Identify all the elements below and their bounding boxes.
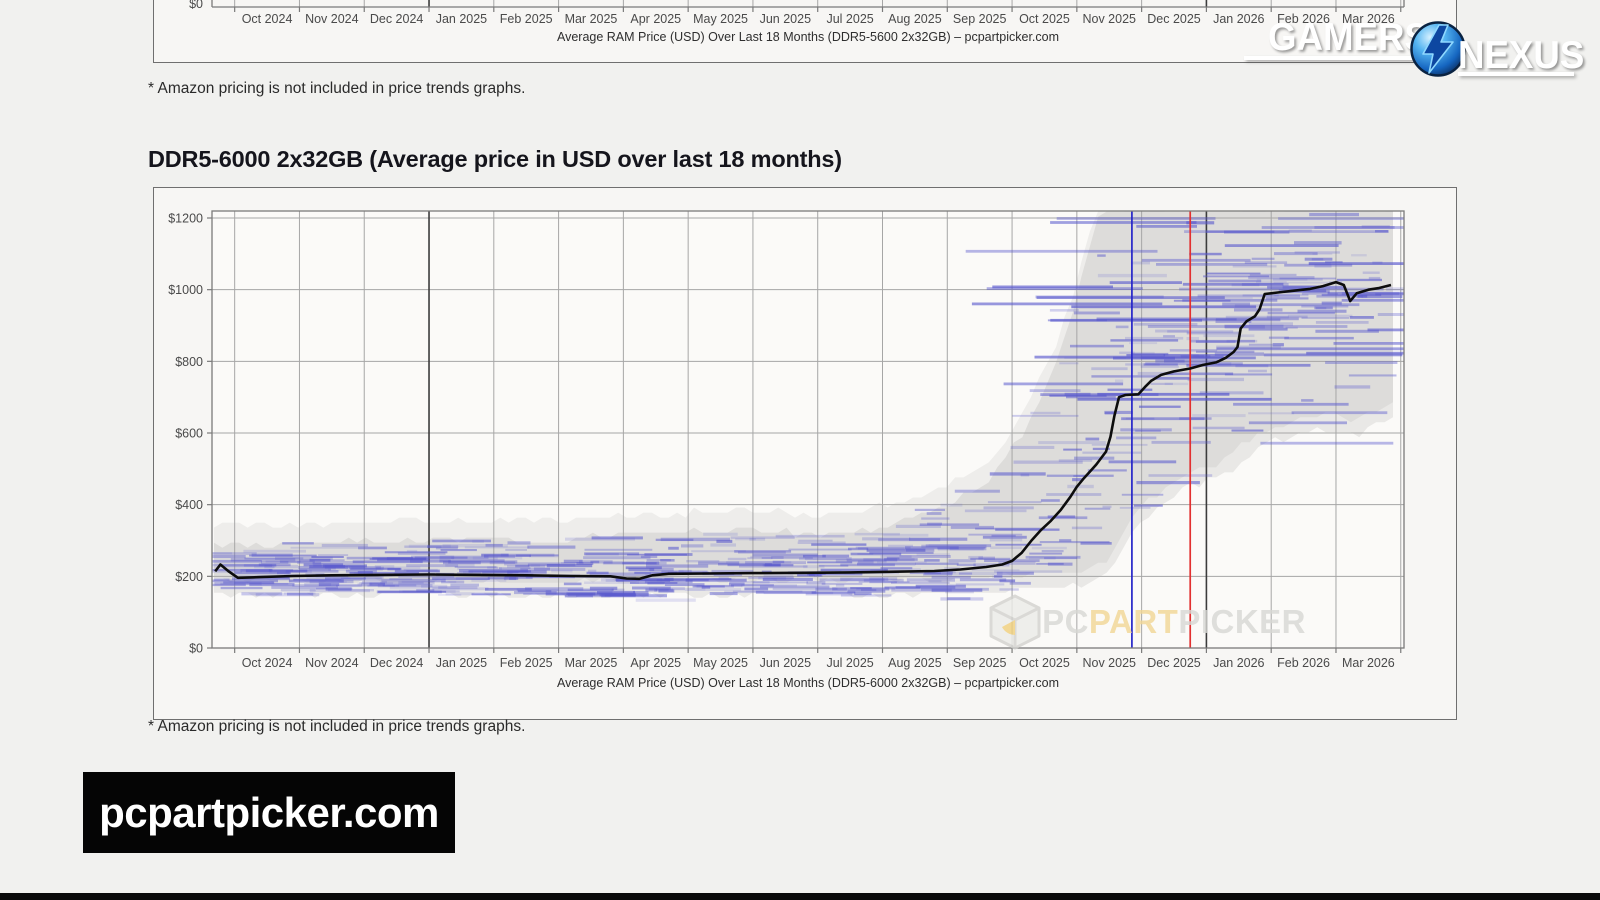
pcpartpicker-cube-icon (989, 594, 1041, 650)
svg-text:Jan 2026: Jan 2026 (1213, 656, 1264, 670)
watermark-pc: PC (1042, 603, 1089, 640)
svg-text:Oct 2025: Oct 2025 (1019, 12, 1070, 26)
top-x-axis-labels: Oct 2024 Nov 2024 Dec 2024 Jan 2025 Feb 2025… (242, 12, 1395, 26)
svg-text:Mar 2026: Mar 2026 (1342, 12, 1395, 26)
amazon-footnote-top: * Amazon pricing is not included in pric… (148, 80, 526, 97)
svg-text:Apr 2025: Apr 2025 (630, 656, 681, 670)
svg-text:Nov 2025: Nov 2025 (1082, 656, 1136, 670)
site-badge: pcpartpicker.com (83, 772, 455, 853)
logo-rule-right (1458, 72, 1574, 76)
svg-text:Oct 2024: Oct 2024 (242, 12, 293, 26)
svg-text:Nov 2024: Nov 2024 (305, 12, 359, 26)
top-chart-y0-label: $0 (189, 0, 203, 11)
y-axis-labels: $0 $200 $400 $600 $800 $1000 $1200 (168, 212, 212, 656)
main-chart-caption: Average RAM Price (USD) Over Last 18 Mon… (557, 676, 1059, 690)
svg-text:$1000: $1000 (168, 283, 203, 297)
main-chart-svg: $0 $200 $400 $600 $800 $1000 $1200 Oct 2024 Nov … (154, 188, 1455, 718)
svg-text:Jan 2026: Jan 2026 (1213, 12, 1264, 26)
svg-text:Mar 2025: Mar 2025 (565, 656, 618, 670)
svg-text:Dec 2025: Dec 2025 (1147, 12, 1201, 26)
x-axis-labels: Oct 2024 Nov 2024 Dec 2024 Jan 2025 Feb 2025… (234, 648, 1402, 670)
gamers-nexus-logo: GAMERS NEXUS (1236, 10, 1586, 90)
svg-text:Aug 2025: Aug 2025 (888, 12, 942, 26)
pcpartpicker-watermark: PC PART PICKER (988, 593, 1306, 651)
svg-text:Nov 2025: Nov 2025 (1082, 12, 1136, 26)
svg-text:May 2025: May 2025 (693, 12, 748, 26)
svg-text:Feb 2026: Feb 2026 (1277, 656, 1330, 670)
svg-text:Jan 2025: Jan 2025 (436, 12, 487, 26)
svg-text:Oct 2024: Oct 2024 (242, 656, 293, 670)
svg-text:Sep 2025: Sep 2025 (953, 12, 1007, 26)
listing-scatter-segments (212, 212, 1404, 602)
logo-rule-left (1244, 56, 1426, 60)
svg-text:Dec 2024: Dec 2024 (370, 12, 424, 26)
gn-globe-bolt-icon (1410, 21, 1466, 77)
svg-text:May 2025: May 2025 (693, 656, 748, 670)
svg-text:Jan 2025: Jan 2025 (436, 656, 487, 670)
page-title: DDR5-6000 2x32GB (Average price in USD o… (148, 146, 842, 172)
svg-text:$200: $200 (175, 570, 203, 584)
svg-text:$0: $0 (189, 642, 203, 656)
svg-text:Feb 2025: Feb 2025 (500, 656, 553, 670)
svg-text:Apr 2025: Apr 2025 (630, 12, 681, 26)
main-chart: $0 $200 $400 $600 $800 $1000 $1200 Oct 2024 Nov … (153, 187, 1457, 720)
logo-word-nexus: NEXUS (1458, 34, 1585, 77)
watermark-picker: PICKER (1178, 603, 1306, 640)
amazon-footnote-bottom: * Amazon pricing is not included in pric… (148, 718, 526, 735)
svg-text:Oct 2025: Oct 2025 (1019, 656, 1070, 670)
svg-text:$1200: $1200 (168, 212, 203, 226)
svg-text:Sep 2025: Sep 2025 (953, 656, 1007, 670)
svg-text:Jun 2025: Jun 2025 (760, 12, 811, 26)
svg-text:Jun 2025: Jun 2025 (760, 656, 811, 670)
avg-price-line (214, 280, 1392, 581)
svg-text:Feb 2026: Feb 2026 (1277, 12, 1330, 26)
svg-text:$400: $400 (175, 498, 203, 512)
svg-text:Jul 2025: Jul 2025 (826, 12, 873, 26)
svg-text:$800: $800 (175, 355, 203, 369)
svg-text:Dec 2025: Dec 2025 (1147, 656, 1201, 670)
svg-text:Mar 2026: Mar 2026 (1342, 656, 1395, 670)
svg-text:Jul 2025: Jul 2025 (826, 656, 873, 670)
svg-text:Nov 2024: Nov 2024 (305, 656, 359, 670)
svg-text:$600: $600 (175, 427, 203, 441)
svg-text:Feb 2025: Feb 2025 (500, 12, 553, 26)
logo-word-gamers: GAMERS (1268, 16, 1429, 59)
top-chart-svg: $0 Oct 2024 Nov 2024 Dec 2024 Jan 2025 Feb 20… (154, 0, 1455, 62)
plot-frame (211, 210, 1405, 649)
svg-text:Mar 2025: Mar 2025 (565, 12, 618, 26)
svg-text:Dec 2024: Dec 2024 (370, 656, 424, 670)
top-chart-caption: Average RAM Price (USD) Over Last 18 Mon… (557, 30, 1059, 44)
bottom-letterbox-bar (0, 893, 1600, 900)
top-chart-cropped: $0 Oct 2024 Nov 2024 Dec 2024 Jan 2025 Feb 20… (153, 0, 1457, 63)
watermark-part: PART (1088, 603, 1179, 640)
svg-text:Aug 2025: Aug 2025 (888, 656, 942, 670)
